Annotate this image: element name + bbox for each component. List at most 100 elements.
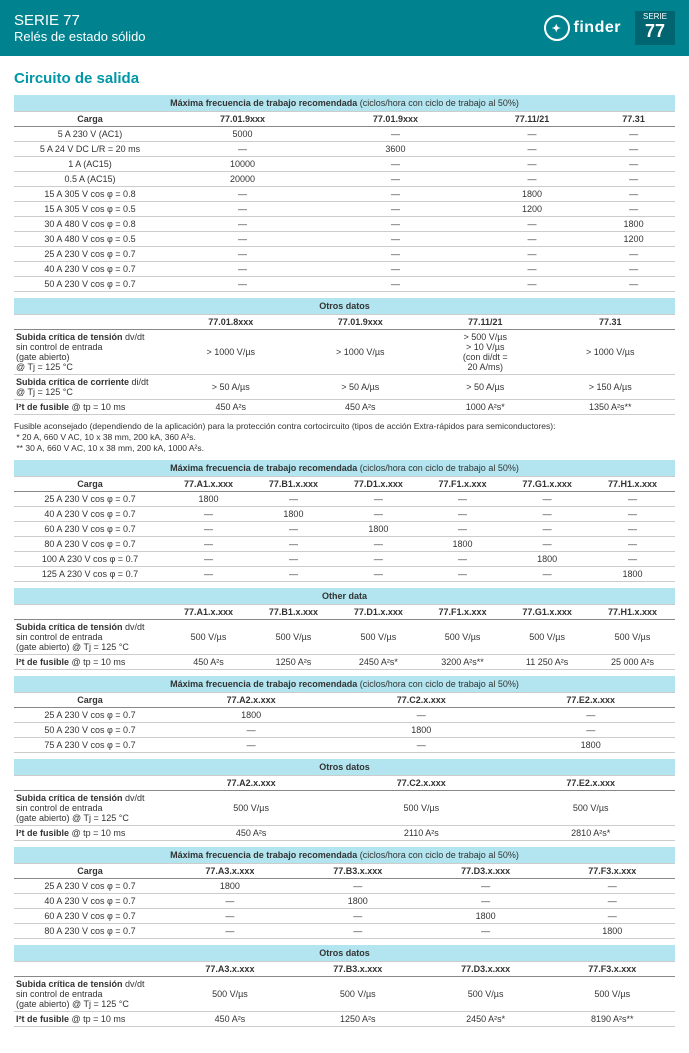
cell: — (472, 157, 592, 172)
cell: — (506, 723, 675, 738)
cell: — (421, 507, 504, 522)
cell: 1800 (472, 187, 592, 202)
cell: — (421, 552, 504, 567)
table-row: 25 A 230 V cos φ = 0.7———— (14, 247, 675, 262)
cell: — (319, 157, 472, 172)
cell: 1800 (504, 552, 590, 567)
cell: — (166, 909, 294, 924)
cell: 1800 (251, 507, 336, 522)
series-label: SERIE 77 (14, 12, 146, 29)
cell: — (422, 879, 550, 894)
table-row: 5 A 24 V DC L/R = 20 ms—3600—— (14, 142, 675, 157)
col-header: 77.F3.x.xxx (550, 962, 675, 977)
cell: — (319, 247, 472, 262)
table-band: Other data (14, 588, 675, 605)
cell: 2450 A²s* (422, 1012, 550, 1027)
table-row: I²t de fusible @ tp = 10 ms450 A²s1250 A… (14, 1012, 675, 1027)
cell: 25 000 A²s (590, 655, 675, 670)
cell: 3600 (319, 142, 472, 157)
cell: — (319, 232, 472, 247)
data-table: Máxima frecuencia de trabajo recomendada… (14, 847, 675, 939)
col-header: 77.G1.x.xxx (504, 477, 590, 492)
row-label: 40 A 230 V cos φ = 0.7 (14, 507, 166, 522)
col-header: 77.E2.x.xxx (506, 693, 675, 708)
col-header: 77.F3.x.xxx (550, 864, 676, 879)
row-label: 15 A 305 V cos φ = 0.8 (14, 187, 166, 202)
cell: 1800 (294, 894, 422, 909)
col-header: 77.11/21 (472, 112, 592, 127)
cell: — (251, 522, 336, 537)
table-row: 50 A 230 V cos φ = 0.7———— (14, 277, 675, 292)
data-table: Máxima frecuencia de trabajo recomendada… (14, 676, 675, 753)
cell: 2810 A²s* (506, 826, 675, 841)
cell: > 50 A/µs (166, 375, 296, 400)
cell: — (592, 262, 675, 277)
cell: 450 A²s (296, 400, 426, 415)
table-row: 40 A 230 V cos φ = 0.7—1800—— (14, 894, 675, 909)
col-header: 77.B3.x.xxx (294, 864, 422, 879)
row-label: 1 A (AC15) (14, 157, 166, 172)
row-label: 50 A 230 V cos φ = 0.7 (14, 723, 166, 738)
cell: — (251, 492, 336, 507)
cell: — (472, 277, 592, 292)
cell: 1350 A²s** (545, 400, 675, 415)
data-table: Other data77.A1.x.xxx77.B1.x.xxx77.D1.x.… (14, 588, 675, 670)
cell: — (592, 157, 675, 172)
table-row: 40 A 230 V cos φ = 0.7—1800———— (14, 507, 675, 522)
cell: 500 V/µs (421, 620, 504, 655)
col-header: Carga (14, 477, 166, 492)
cell: — (166, 552, 251, 567)
cell: — (336, 738, 506, 753)
cell: — (251, 567, 336, 582)
col-header: Carga (14, 693, 166, 708)
table-band: Máxima frecuencia de trabajo recomendada… (14, 95, 675, 112)
row-label: 40 A 230 V cos φ = 0.7 (14, 894, 166, 909)
row-label: I²t de fusible @ tp = 10 ms (14, 400, 166, 415)
row-label: 30 A 480 V cos φ = 0.8 (14, 217, 166, 232)
col-header: 77.B1.x.xxx (251, 605, 336, 620)
footnote: Fusible aconsejado (dependiendo de la ap… (14, 421, 675, 454)
col-header: 77.F1.x.xxx (421, 605, 504, 620)
cell: 450 A²s (166, 400, 296, 415)
row-label: Subida crítica de tensión dv/dtsin contr… (14, 620, 166, 655)
content: D Circuito de salida Máxima frecuencia d… (0, 56, 689, 1053)
table-row: 60 A 230 V cos φ = 0.7——1800— (14, 909, 675, 924)
cell: — (166, 262, 319, 277)
cell: 3200 A²s** (421, 655, 504, 670)
cell: 5000 (166, 127, 319, 142)
table-row: Subida crítica de tensión dv/dtsin contr… (14, 791, 675, 826)
table-row: 30 A 480 V cos φ = 0.5———1200 (14, 232, 675, 247)
series-badge: SERIE 77 (635, 11, 675, 46)
cell: 500 V/µs (166, 791, 336, 826)
cell: 1800 (550, 924, 676, 939)
cell: — (319, 262, 472, 277)
table-row: 100 A 230 V cos φ = 0.7————1800— (14, 552, 675, 567)
cell: — (421, 492, 504, 507)
cell: — (504, 567, 590, 582)
table-row: I²t de fusible @ tp = 10 ms450 A²s2110 A… (14, 826, 675, 841)
row-label: 75 A 230 V cos φ = 0.7 (14, 738, 166, 753)
row-label: 25 A 230 V cos φ = 0.7 (14, 492, 166, 507)
cell: — (421, 567, 504, 582)
table-band: Otros datos (14, 298, 675, 315)
col-header: 77.A3.x.xxx (166, 864, 294, 879)
cell: — (319, 202, 472, 217)
row-label: 25 A 230 V cos φ = 0.7 (14, 247, 166, 262)
cell: > 150 A/µs (545, 375, 675, 400)
cell: — (592, 277, 675, 292)
cell: — (472, 217, 592, 232)
col-header: 77.E2.x.xxx (506, 776, 675, 791)
table-row: I²t de fusible @ tp = 10 ms450 A²s450 A²… (14, 400, 675, 415)
cell: — (336, 708, 506, 723)
cell: — (504, 537, 590, 552)
cell: 1800 (336, 723, 506, 738)
cell: 1200 (472, 202, 592, 217)
table-row: 30 A 480 V cos φ = 0.8———1800 (14, 217, 675, 232)
col-header (14, 776, 166, 791)
cell: > 500 V/µs> 10 V/µs(con di/dt =20 A/ms) (425, 330, 545, 375)
col-header (14, 962, 166, 977)
cell: 1250 A²s (294, 1012, 422, 1027)
cell: 2450 A²s* (336, 655, 421, 670)
row-label: Subida crítica de corriente di/dt@ Tj = … (14, 375, 166, 400)
row-label: I²t de fusible @ tp = 10 ms (14, 655, 166, 670)
